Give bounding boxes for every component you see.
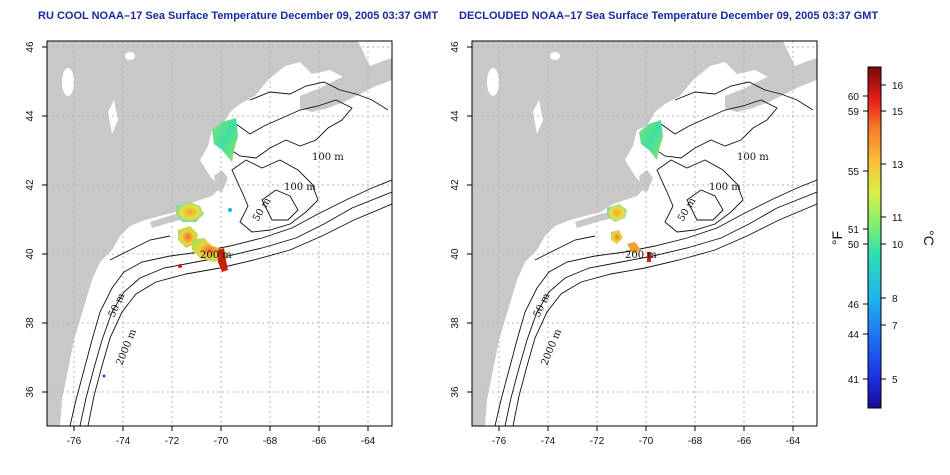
celsius-tick-label: 8 [892, 294, 898, 305]
x-tick-label: -70 [214, 436, 229, 447]
contour-label-100m-north: 100 m [312, 152, 344, 163]
celsius-tick-label: 5 [892, 375, 898, 386]
temperature-colorbar: 60 59 55 51 50 46 44 41 16 15 13 11 10 8… [829, 66, 937, 409]
y-tick-label: 36 [450, 386, 461, 398]
y-tick-label: 40 [450, 248, 461, 260]
x-tick-label: -72 [590, 436, 605, 447]
x-tick-label: -74 [541, 436, 556, 447]
fahrenheit-tick-label: 50 [848, 240, 860, 251]
fahrenheit-tick-label: 59 [848, 107, 860, 118]
x-tick-label: -72 [165, 436, 180, 447]
y-tick-label: 46 [25, 41, 36, 53]
left-map-title: RU COOL NOAA–17 Sea Surface Temperature … [38, 10, 439, 22]
contour-label-200m: 200 m [625, 250, 657, 261]
fahrenheit-unit-label: °F [829, 231, 845, 245]
y-tick-label: 44 [25, 110, 36, 122]
right-map: 100 m 100 m 50 m 200 m 50 m 2000 m -76 -… [450, 40, 818, 447]
land-mass [472, 41, 795, 426]
fahrenheit-tick-label: 41 [848, 375, 860, 386]
y-tick-label: 40 [25, 248, 36, 260]
contour-label-100m-south: 100 m [284, 182, 316, 193]
x-tick-label: -76 [492, 436, 507, 447]
nova-scotia-land [725, 58, 817, 112]
celsius-tick-label: 11 [892, 213, 903, 224]
celsius-unit-label: °C [921, 230, 937, 246]
x-tick-label: -76 [67, 436, 82, 447]
fahrenheit-tick-label: 51 [848, 225, 860, 236]
x-tick-label: -68 [688, 436, 703, 447]
celsius-tick-label: 7 [892, 321, 898, 332]
celsius-tick-label: 15 [892, 107, 904, 118]
x-tick-label: -66 [312, 436, 327, 447]
contour-label-100m-north: 100 m [737, 152, 769, 163]
left-map: 100 m 100 m 50 m 200 m 50 m 2000 m -76 -… [25, 40, 393, 447]
fahrenheit-tick-label: 44 [848, 330, 860, 341]
bathymetry-contours [69, 81, 392, 426]
x-tick-label: -64 [361, 436, 376, 447]
celsius-tick-label: 16 [892, 81, 904, 92]
contour-label-100m-south: 100 m [709, 182, 741, 193]
y-tick-label: 42 [25, 179, 36, 191]
fahrenheit-tick-label: 60 [848, 92, 860, 103]
fahrenheit-tick-label: 46 [848, 300, 860, 311]
fahrenheit-tick-label: 55 [848, 167, 860, 178]
x-tick-label: -66 [737, 436, 752, 447]
y-tick-label: 44 [450, 110, 461, 122]
sst-patches [102, 118, 238, 378]
x-tick-label: -74 [116, 436, 131, 447]
y-tick-label: 46 [450, 41, 461, 53]
contour-label-200m: 200 m [200, 250, 232, 261]
bathymetry-contours [494, 81, 817, 426]
land-mass [47, 41, 370, 426]
right-map-title: DECLOUDED NOAA–17 Sea Surface Temperatur… [459, 10, 879, 22]
sst-patches [607, 120, 663, 262]
x-tick-label: -68 [263, 436, 278, 447]
celsius-tick-label: 13 [892, 160, 904, 171]
nova-scotia-land [300, 58, 392, 112]
celsius-tick-label: 10 [892, 240, 904, 251]
y-tick-label: 36 [25, 386, 36, 398]
y-tick-label: 38 [25, 317, 36, 329]
y-tick-label: 38 [450, 317, 461, 329]
x-tick-label: -70 [639, 436, 654, 447]
x-tick-label: -64 [786, 436, 801, 447]
y-tick-label: 42 [450, 179, 461, 191]
